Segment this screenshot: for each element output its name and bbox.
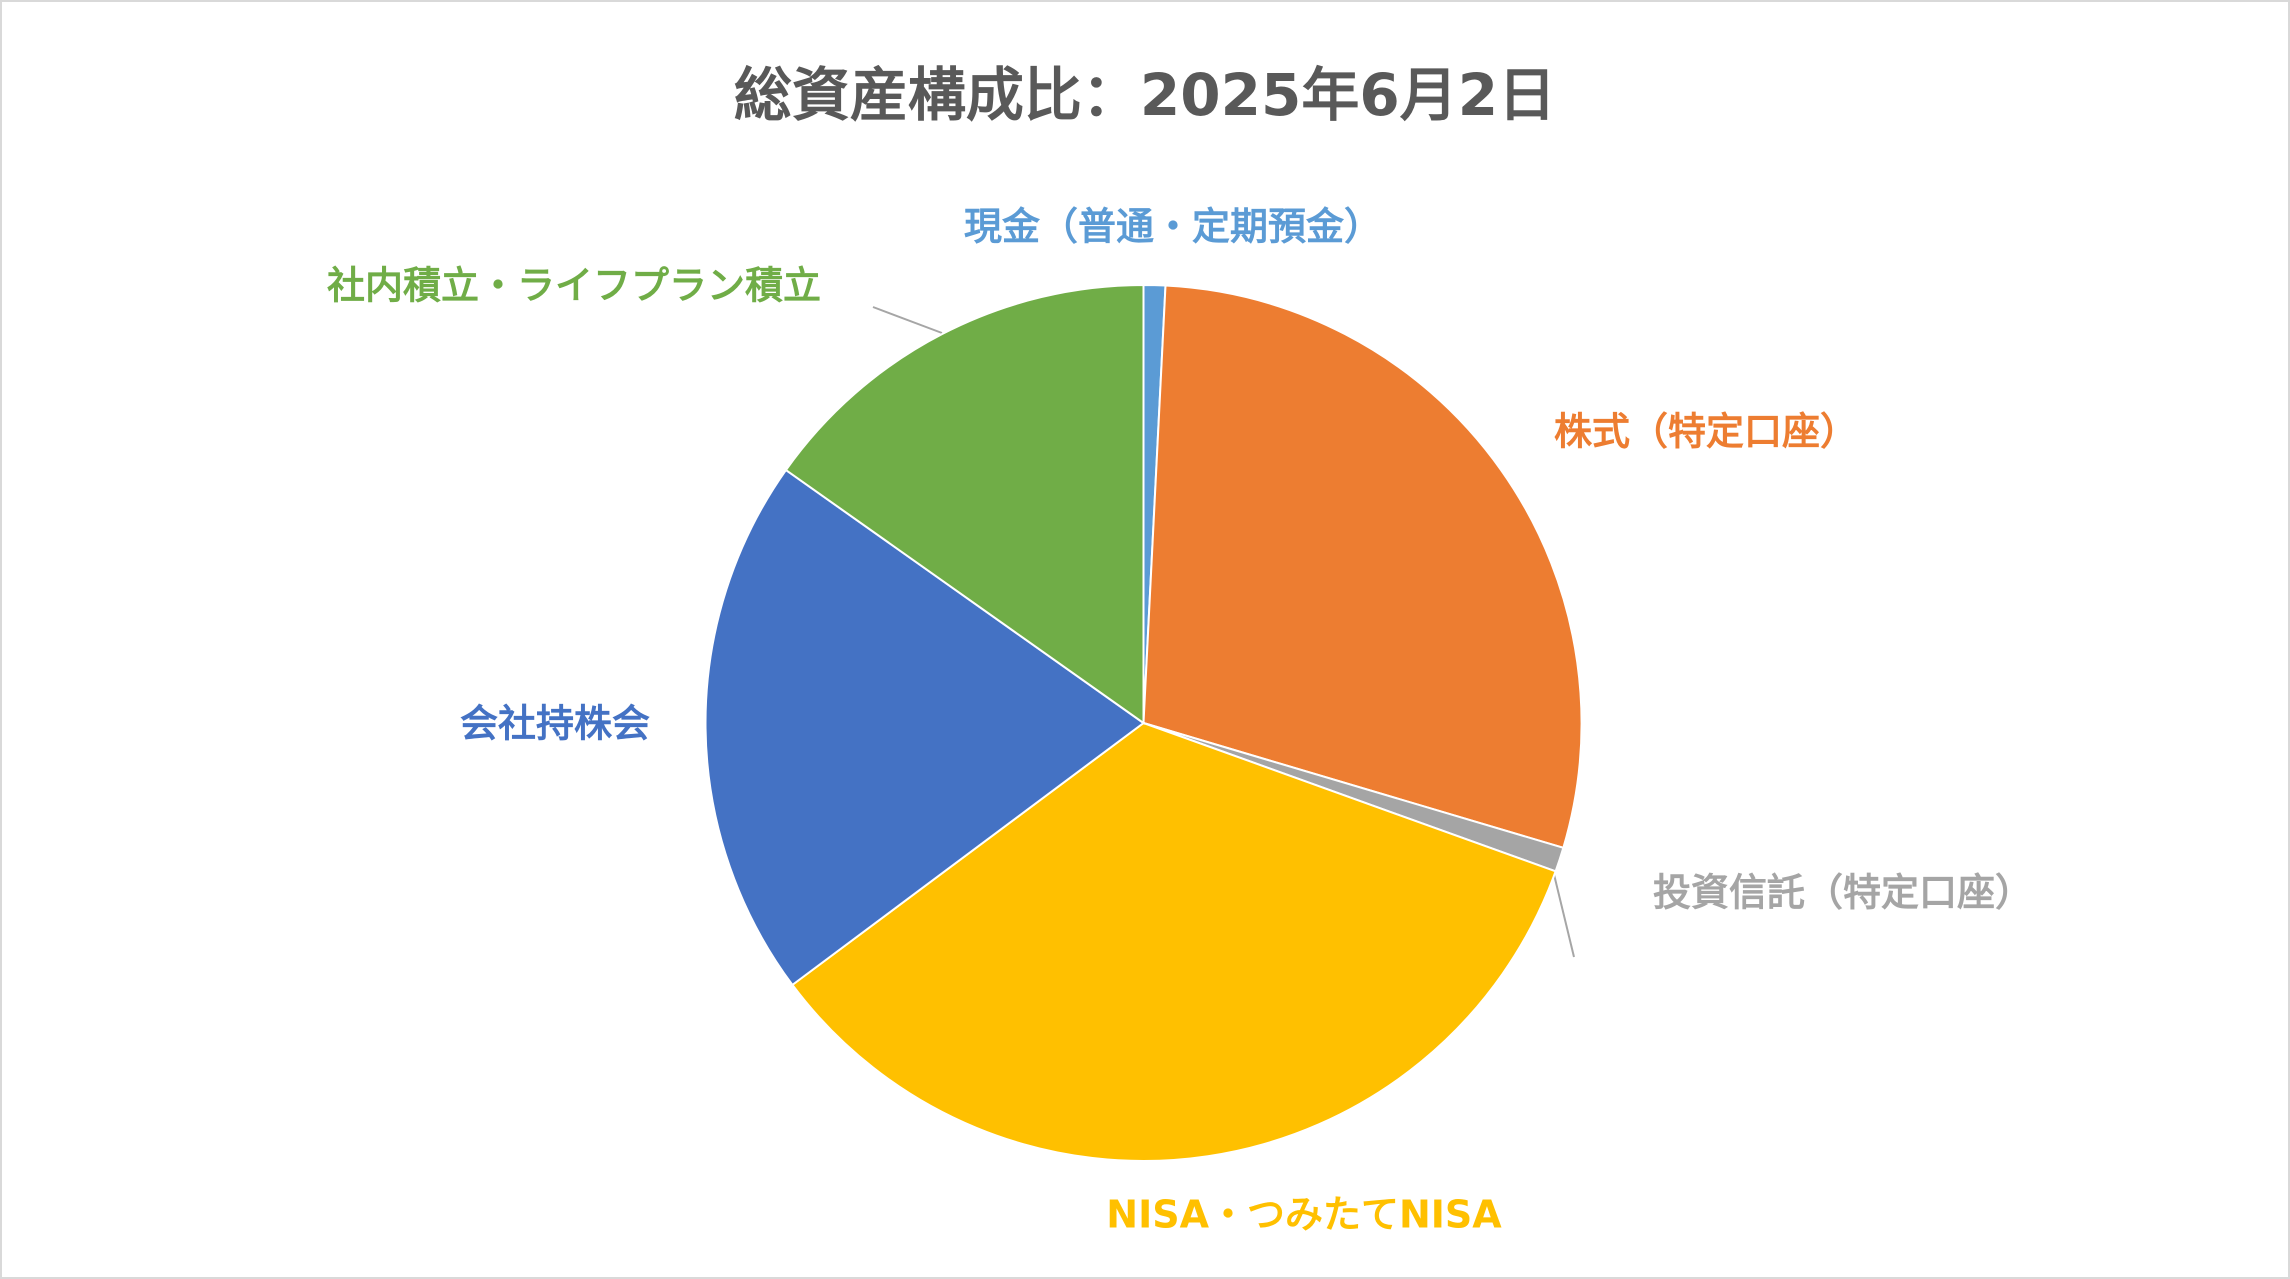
slice-label: NISA・つみたてNISA: [1106, 1193, 1502, 1237]
pie-slice: [784, 283, 1145, 725]
leader-line: [1550, 861, 1575, 958]
pie-slice: [791, 721, 1557, 1162]
pie-slice: [1142, 284, 1583, 850]
slice-label: 社内積立・ライフプラン積立: [327, 264, 821, 308]
slice-label: 投資信託（特定口座）: [1653, 871, 2033, 915]
slice-label: 株式（特定口座）: [1554, 410, 1858, 454]
pie-slice: [704, 468, 1146, 987]
slice-label: 会社持株会: [460, 702, 650, 746]
slice-label: 現金（普通・定期預金）: [964, 205, 1382, 249]
chart-title: 総資産構成比：2025年6月2日: [734, 61, 1556, 129]
leader-line: [872, 306, 943, 334]
